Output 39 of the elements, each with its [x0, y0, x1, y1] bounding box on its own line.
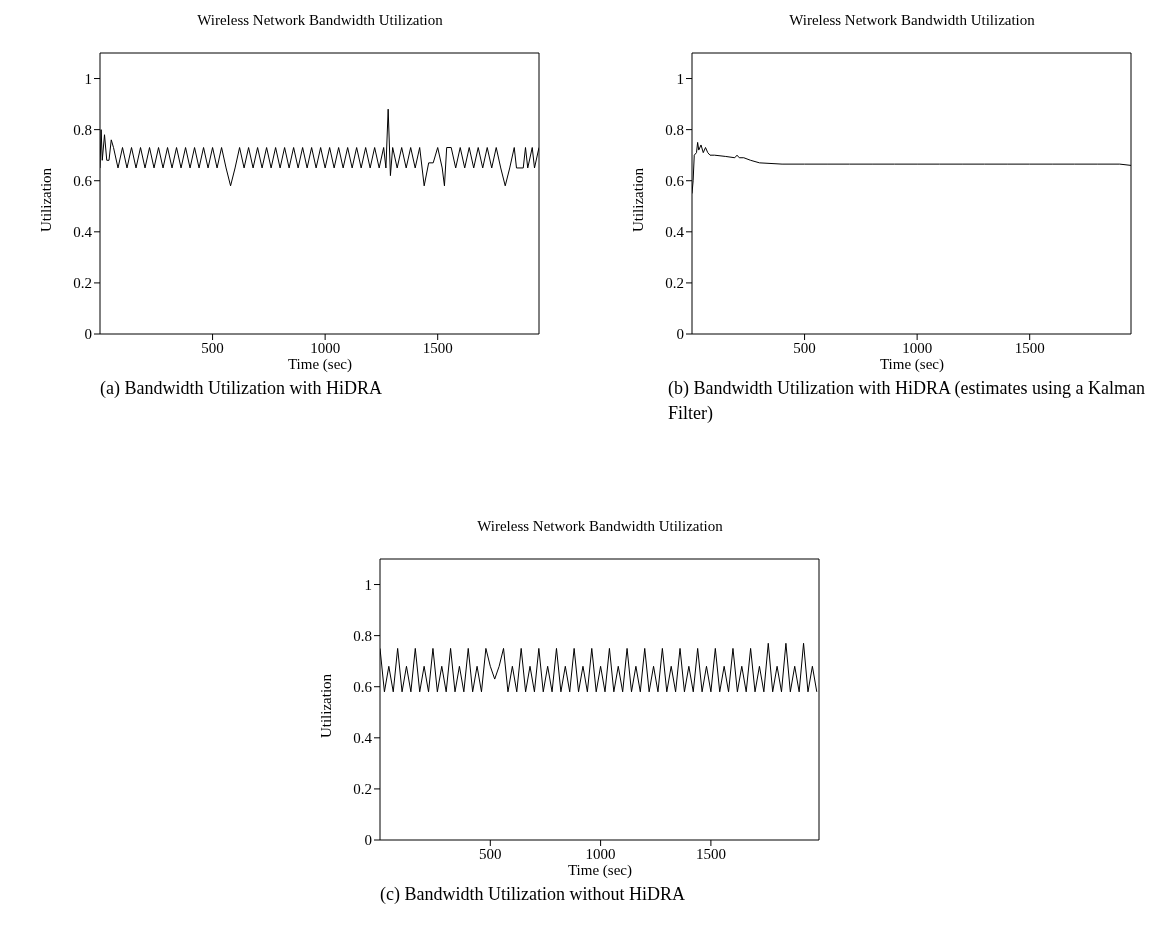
y-tick-label: 1 [364, 576, 372, 593]
x-tick-label: 1000 [585, 845, 616, 862]
y-tick-label: 0.6 [73, 173, 93, 190]
y-tick-label: 0.6 [353, 679, 373, 696]
y-tick-label: 1 [84, 70, 92, 87]
x-axis-title: Time (sec) [879, 356, 945, 373]
chart-title: Wireless Network Bandwidth Utilization [196, 12, 444, 29]
x-tick-label: 500 [201, 339, 224, 356]
y-tick-label: 0.2 [353, 781, 372, 798]
y-tick-label: 1 [676, 70, 684, 87]
y-tick-label: 0.4 [73, 224, 93, 241]
x-tick-label: 1000 [902, 339, 933, 356]
x-axis-title: Time (sec) [287, 356, 353, 373]
y-tick-label: 0 [84, 326, 92, 343]
chart-title: Wireless Network Bandwidth Utilization [476, 518, 724, 535]
y-tick-label: 0.8 [353, 627, 372, 644]
x-tick-label: 1500 [422, 339, 453, 356]
y-axis-title: Utilization [318, 672, 335, 741]
y-tick-label: 0.6 [665, 173, 685, 190]
y-tick-label: 0.2 [73, 275, 92, 292]
y-tick-label: 0.4 [665, 224, 685, 241]
y-tick-label: 0.2 [665, 275, 684, 292]
text: (c) Bandwidth Utilization without HiDRA [380, 883, 686, 906]
y-tick-label: 0.8 [73, 121, 92, 138]
chart-title: Wireless Network Bandwidth Utilization [788, 12, 1036, 29]
x-axis-title: Time (sec) [567, 862, 633, 879]
y-tick-label: 0.4 [353, 730, 373, 747]
x-tick-label: 500 [479, 845, 502, 862]
text: (b) Bandwidth Utilization with HiDRA (estimates using a Kalman Filter) [668, 377, 1146, 425]
x-tick-label: 1000 [310, 339, 341, 356]
x-tick-label: 500 [793, 339, 816, 356]
y-axis-title: Utilization [38, 166, 55, 235]
y-tick-label: 0.8 [665, 121, 684, 138]
text: (a) Bandwidth Utilization with HiDRA [100, 377, 383, 400]
x-tick-label: 1500 [695, 845, 726, 862]
x-tick-label: 1500 [1014, 339, 1045, 356]
y-tick-label: 0 [364, 832, 372, 849]
y-axis-title: Utilization [630, 166, 647, 235]
y-tick-label: 0 [676, 326, 684, 343]
